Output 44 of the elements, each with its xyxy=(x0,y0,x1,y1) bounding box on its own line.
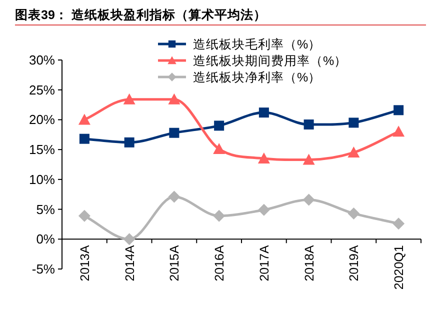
y-tick-label: 15% xyxy=(28,142,56,158)
y-tick-label: 20% xyxy=(28,112,56,128)
y-tick-label: 5% xyxy=(36,202,56,217)
point xyxy=(258,108,269,118)
point xyxy=(123,233,136,246)
point xyxy=(168,93,180,104)
point xyxy=(302,154,315,165)
x-tick-label: 2013A xyxy=(78,244,92,282)
point xyxy=(392,126,405,137)
x-tick-label: 2017A xyxy=(257,244,272,282)
point xyxy=(213,210,226,222)
legend-label: 造纸板块净利率（%） xyxy=(193,70,322,84)
point xyxy=(348,207,360,220)
point xyxy=(169,128,180,138)
point xyxy=(78,114,90,125)
point xyxy=(304,119,314,130)
x-tick-label: 2019A xyxy=(347,244,362,282)
y-tick-label: 0% xyxy=(36,232,56,247)
point xyxy=(258,152,270,164)
y-tick-label: 10% xyxy=(28,172,56,187)
point xyxy=(124,137,134,148)
point xyxy=(348,146,360,158)
y-tick-label: 25% xyxy=(28,82,56,98)
point xyxy=(79,134,90,144)
point xyxy=(348,118,359,128)
point xyxy=(123,93,136,104)
x-tick-label: 2018A xyxy=(302,244,316,282)
x-tick-label: 2016A xyxy=(212,244,227,282)
y-tick-label: -5% xyxy=(32,262,56,276)
x-tick-label: 2015A xyxy=(168,244,182,282)
y-tick-label: 30% xyxy=(28,52,56,68)
x-tick-label: 2020Q1 xyxy=(392,245,406,290)
point xyxy=(258,204,270,216)
legend-label: 造纸板块毛利率（%） xyxy=(193,36,322,52)
point xyxy=(392,218,405,230)
legend-label: 造纸板块期间费用率（%） xyxy=(193,53,348,68)
point xyxy=(214,120,224,131)
point xyxy=(394,105,404,116)
point xyxy=(168,190,180,203)
point xyxy=(78,210,90,222)
chart-title: 图表39： 造纸板块盈利指标（算术平均法） xyxy=(15,7,266,22)
x-tick-label: 2014A xyxy=(122,244,137,282)
point xyxy=(302,194,315,206)
point xyxy=(213,142,226,154)
